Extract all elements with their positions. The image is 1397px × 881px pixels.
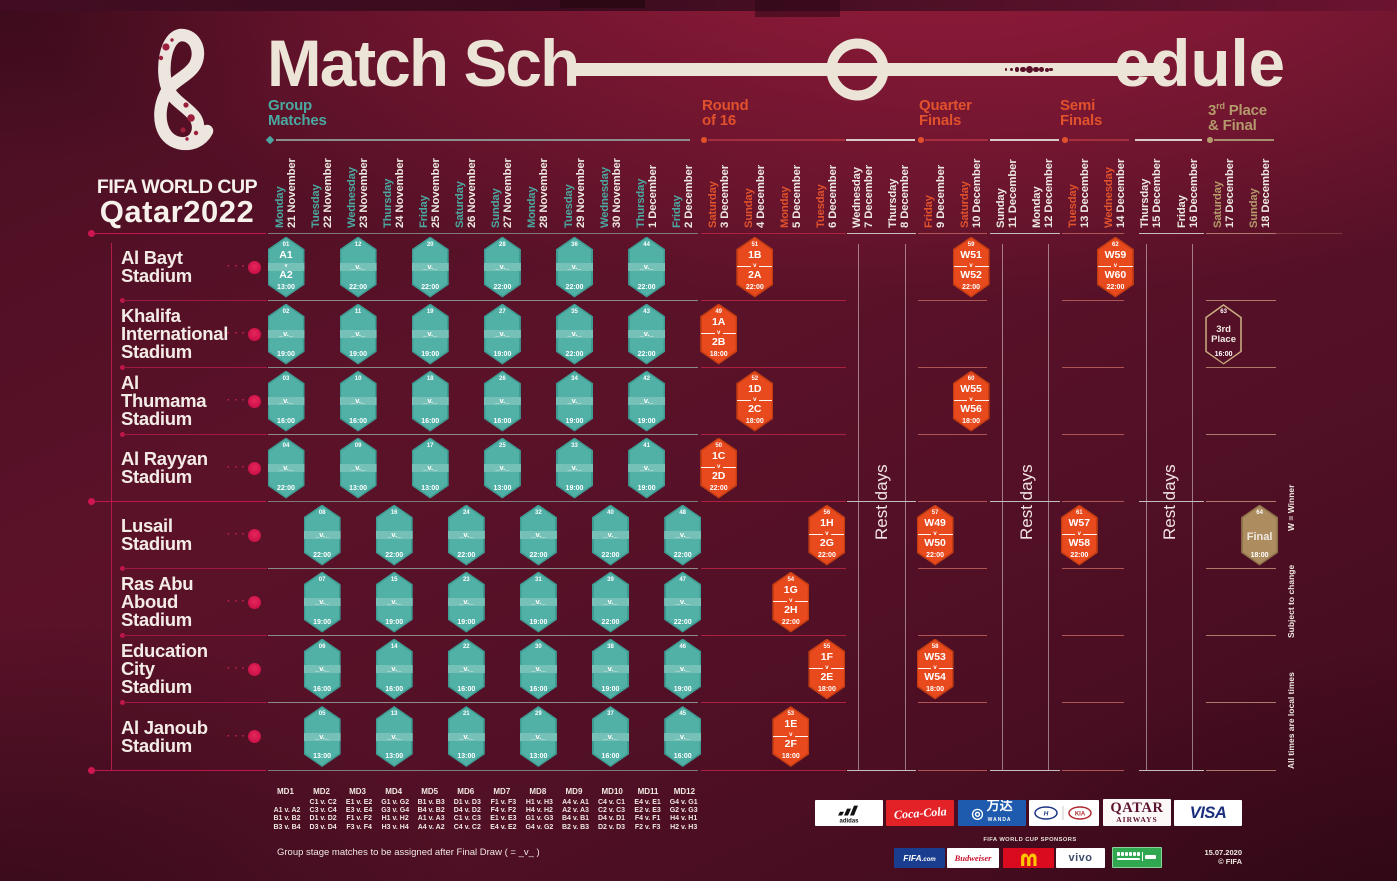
svg-text:H: H xyxy=(1044,811,1049,818)
svg-text:adidas: adidas xyxy=(839,818,859,824)
svg-text:KIA: KIA xyxy=(1075,812,1086,818)
